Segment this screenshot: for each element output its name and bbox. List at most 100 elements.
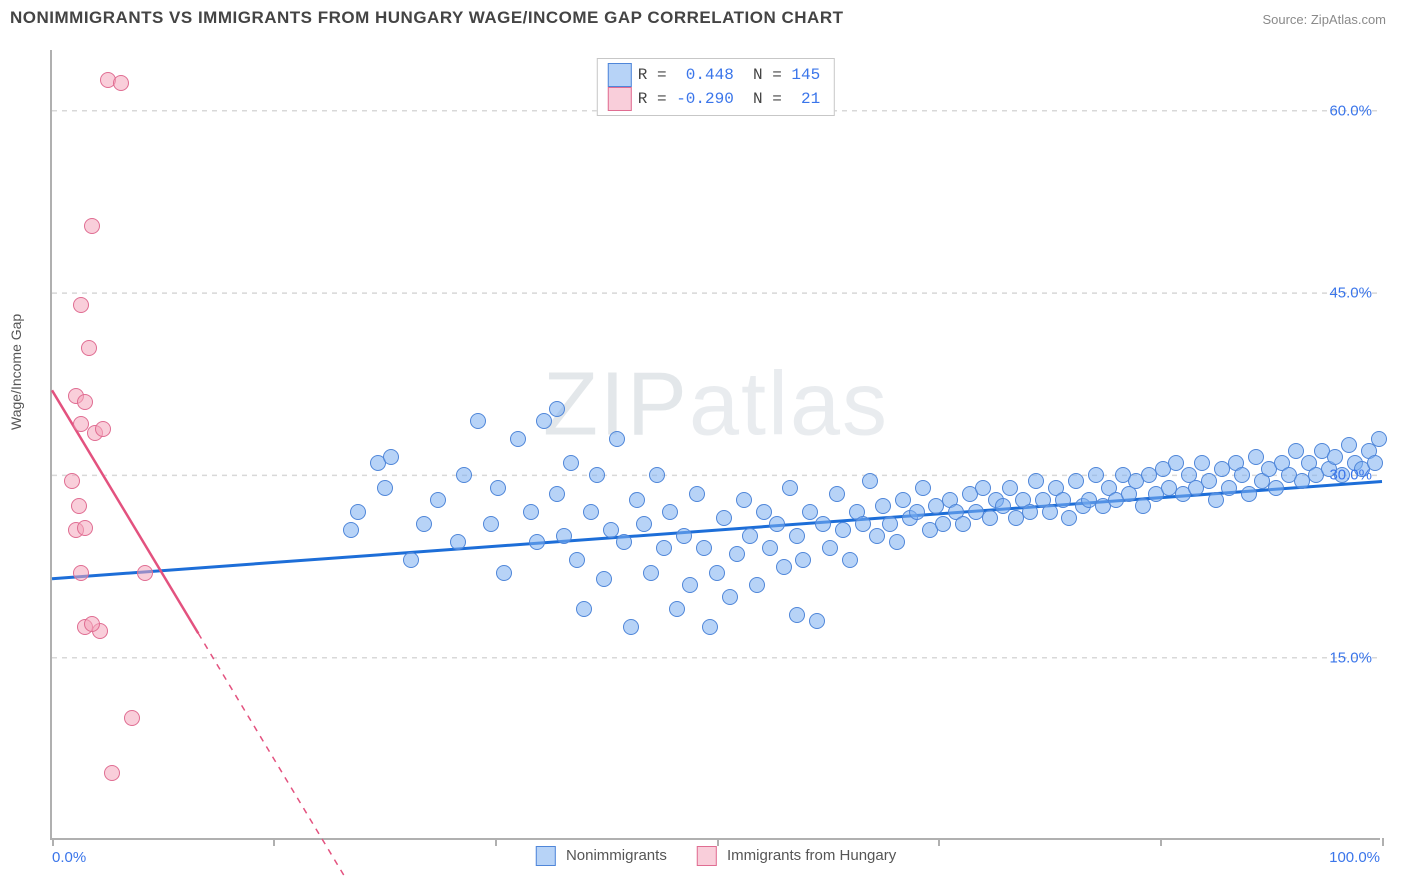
dot-nonimmigrant xyxy=(722,589,738,605)
dot-nonimmigrant xyxy=(596,571,612,587)
x-axis-max-label: 100.0% xyxy=(1329,849,1380,866)
dot-nonimmigrant xyxy=(895,492,911,508)
dot-nonimmigrant xyxy=(643,565,659,581)
dot-nonimmigrant xyxy=(1327,449,1343,465)
dot-nonimmigrant xyxy=(955,516,971,532)
dot-nonimmigrant xyxy=(862,473,878,489)
x-tick xyxy=(938,838,940,846)
dot-nonimmigrant xyxy=(583,504,599,520)
dot-immigrant xyxy=(64,473,80,489)
dot-nonimmigrant xyxy=(350,504,366,520)
dot-nonimmigrant xyxy=(1208,492,1224,508)
dot-nonimmigrant xyxy=(343,522,359,538)
dot-immigrant xyxy=(124,710,140,726)
dot-nonimmigrant xyxy=(1234,467,1250,483)
dot-nonimmigrant xyxy=(569,552,585,568)
dot-nonimmigrant xyxy=(490,480,506,496)
y-tick-label: 30.0% xyxy=(1329,467,1372,484)
dot-nonimmigrant xyxy=(1002,480,1018,496)
dot-immigrant xyxy=(81,340,97,356)
x-tick xyxy=(717,838,719,846)
dot-nonimmigrant xyxy=(729,546,745,562)
dot-nonimmigrant xyxy=(470,413,486,429)
dot-nonimmigrant xyxy=(789,528,805,544)
dot-nonimmigrant xyxy=(609,431,625,447)
dot-nonimmigrant xyxy=(716,510,732,526)
dot-nonimmigrant xyxy=(1248,449,1264,465)
dot-immigrant xyxy=(137,565,153,581)
dot-nonimmigrant xyxy=(682,577,698,593)
dot-nonimmigrant xyxy=(430,492,446,508)
dot-nonimmigrant xyxy=(782,480,798,496)
dot-nonimmigrant xyxy=(736,492,752,508)
dot-nonimmigrant xyxy=(1371,431,1387,447)
dot-nonimmigrant xyxy=(915,480,931,496)
dot-nonimmigrant xyxy=(1221,480,1237,496)
dot-nonimmigrant xyxy=(789,607,805,623)
dot-nonimmigrant xyxy=(822,540,838,556)
y-tick-label: 45.0% xyxy=(1329,285,1372,302)
x-tick xyxy=(1382,838,1384,846)
dot-immigrant xyxy=(77,520,93,536)
dot-nonimmigrant xyxy=(689,486,705,502)
dot-nonimmigrant xyxy=(742,528,758,544)
dot-nonimmigrant xyxy=(549,401,565,417)
dot-immigrant xyxy=(84,218,100,234)
dot-nonimmigrant xyxy=(383,449,399,465)
dot-nonimmigrant xyxy=(882,516,898,532)
x-axis-min-label: 0.0% xyxy=(52,849,86,866)
dot-nonimmigrant xyxy=(523,504,539,520)
dot-nonimmigrant xyxy=(935,516,951,532)
dot-nonimmigrant xyxy=(1068,473,1084,489)
dot-nonimmigrant xyxy=(909,504,925,520)
dot-nonimmigrant xyxy=(889,534,905,550)
dot-immigrant xyxy=(77,394,93,410)
dot-nonimmigrant xyxy=(1168,455,1184,471)
dot-nonimmigrant xyxy=(589,467,605,483)
dot-nonimmigrant xyxy=(483,516,499,532)
dot-immigrant xyxy=(73,297,89,313)
dot-nonimmigrant xyxy=(835,522,851,538)
dot-nonimmigrant xyxy=(536,413,552,429)
legend-swatch-blue xyxy=(536,846,556,866)
dot-immigrant xyxy=(113,75,129,91)
legend-label: Immigrants from Hungary xyxy=(727,847,896,864)
legend-swatch-pink xyxy=(697,846,717,866)
legend-item-nonimmigrants: Nonimmigrants xyxy=(536,846,667,866)
dot-nonimmigrant xyxy=(529,534,545,550)
dot-nonimmigrant xyxy=(1055,492,1071,508)
y-tick-label: 15.0% xyxy=(1329,649,1372,666)
dot-nonimmigrant xyxy=(855,516,871,532)
dot-nonimmigrant xyxy=(563,455,579,471)
dot-nonimmigrant xyxy=(623,619,639,635)
dot-immigrant xyxy=(71,498,87,514)
dot-nonimmigrant xyxy=(649,467,665,483)
dot-nonimmigrant xyxy=(456,467,472,483)
dot-nonimmigrant xyxy=(762,540,778,556)
dot-nonimmigrant xyxy=(995,498,1011,514)
dot-nonimmigrant xyxy=(809,613,825,629)
dot-nonimmigrant xyxy=(377,480,393,496)
dot-nonimmigrant xyxy=(702,619,718,635)
dot-nonimmigrant xyxy=(450,534,466,550)
dot-nonimmigrant xyxy=(795,552,811,568)
legend-row-nonimmigrants: R = 0.448 N = 145 xyxy=(608,63,820,87)
dot-nonimmigrant xyxy=(1201,473,1217,489)
dot-nonimmigrant xyxy=(416,516,432,532)
dot-nonimmigrant xyxy=(656,540,672,556)
dot-nonimmigrant xyxy=(510,431,526,447)
dot-nonimmigrant xyxy=(869,528,885,544)
page-title: NONIMMIGRANTS VS IMMIGRANTS FROM HUNGARY… xyxy=(10,8,843,28)
dot-nonimmigrant xyxy=(842,552,858,568)
series-legend: Nonimmigrants Immigrants from Hungary xyxy=(536,846,896,866)
y-axis-label: Wage/Income Gap xyxy=(8,314,24,430)
dot-nonimmigrant xyxy=(636,516,652,532)
dot-nonimmigrant xyxy=(982,510,998,526)
dot-nonimmigrant xyxy=(815,516,831,532)
dot-nonimmigrant xyxy=(1241,486,1257,502)
legend-label: Nonimmigrants xyxy=(566,847,667,864)
dot-nonimmigrant xyxy=(676,528,692,544)
dot-nonimmigrant xyxy=(829,486,845,502)
x-tick xyxy=(52,838,54,846)
dot-nonimmigrant xyxy=(749,577,765,593)
